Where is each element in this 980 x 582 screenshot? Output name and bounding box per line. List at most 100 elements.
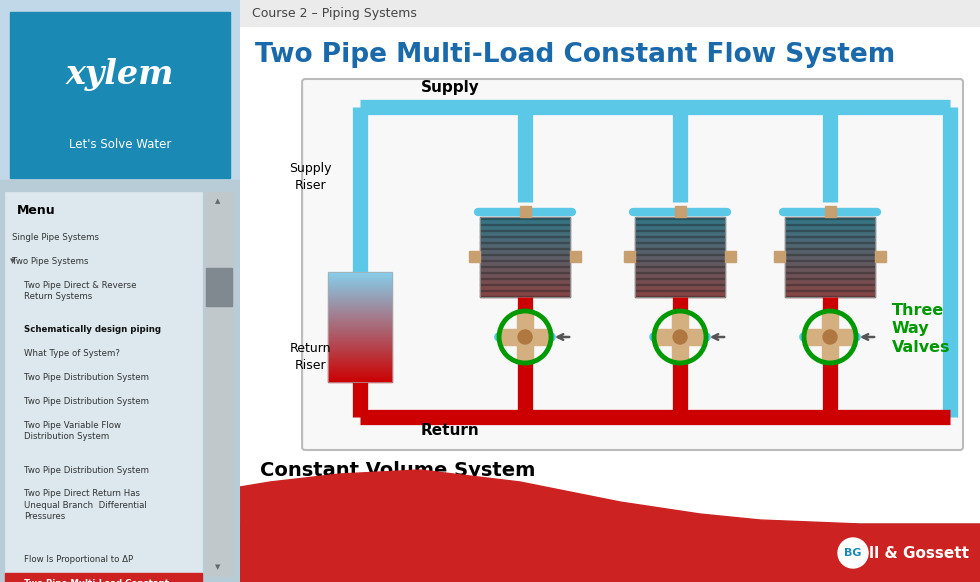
Bar: [785, 267, 875, 268]
Bar: [480, 217, 570, 297]
Bar: [328, 296, 392, 298]
Bar: [480, 221, 570, 222]
Bar: [635, 275, 725, 276]
Bar: [624, 251, 635, 262]
Bar: [328, 324, 392, 325]
Bar: [480, 218, 570, 219]
Bar: [480, 260, 570, 261]
Text: Two Pipe Systems: Two Pipe Systems: [12, 257, 88, 265]
Bar: [635, 228, 725, 229]
Bar: [5, 192, 202, 576]
Bar: [635, 255, 725, 256]
Bar: [10, 12, 230, 178]
Bar: [328, 328, 392, 329]
Text: Three
Way
Valves: Three Way Valves: [892, 303, 951, 355]
Bar: [328, 349, 392, 350]
Text: Two Pipe Variable Flow
Distribution System: Two Pipe Variable Flow Distribution Syst…: [24, 421, 121, 441]
Bar: [328, 325, 392, 326]
Bar: [635, 269, 725, 270]
Bar: [328, 352, 392, 353]
Text: What Type of System?: What Type of System?: [24, 349, 120, 358]
Text: Flow Is Proportional to ΔP: Flow Is Proportional to ΔP: [24, 555, 133, 564]
Bar: [785, 228, 875, 229]
Bar: [785, 247, 875, 249]
Bar: [785, 278, 875, 279]
Bar: [328, 336, 392, 338]
Bar: [785, 239, 875, 240]
Bar: [480, 296, 570, 297]
Bar: [635, 241, 725, 242]
Bar: [635, 230, 725, 231]
Text: Single Pipe Systems: Single Pipe Systems: [12, 233, 99, 242]
Bar: [328, 331, 392, 332]
Bar: [635, 238, 725, 239]
Bar: [480, 261, 570, 262]
Bar: [785, 278, 875, 279]
Bar: [785, 275, 875, 276]
Bar: [480, 231, 570, 232]
Bar: [328, 371, 392, 373]
Bar: [328, 303, 392, 304]
Bar: [785, 238, 875, 239]
Bar: [328, 279, 392, 280]
Bar: [480, 260, 570, 261]
Bar: [635, 277, 725, 278]
Bar: [635, 256, 725, 257]
Bar: [328, 286, 392, 287]
Bar: [328, 364, 392, 366]
Bar: [480, 283, 570, 285]
Bar: [635, 258, 725, 259]
Bar: [480, 289, 570, 291]
Bar: [785, 258, 875, 259]
Bar: [635, 273, 725, 274]
Bar: [635, 233, 725, 234]
Bar: [328, 360, 392, 362]
Bar: [635, 232, 725, 233]
Bar: [635, 226, 725, 227]
Bar: [785, 218, 875, 219]
Bar: [635, 296, 725, 297]
Text: Bell & Gossett: Bell & Gossett: [847, 545, 969, 560]
Bar: [328, 342, 392, 344]
Bar: [785, 229, 875, 231]
Bar: [635, 264, 725, 265]
Bar: [785, 246, 875, 247]
Bar: [480, 251, 570, 252]
Bar: [635, 220, 725, 221]
Bar: [785, 282, 875, 283]
Bar: [785, 295, 875, 296]
Bar: [480, 265, 570, 266]
Bar: [785, 281, 875, 282]
Bar: [328, 368, 392, 370]
Text: Return: Return: [420, 423, 479, 438]
Bar: [328, 296, 392, 297]
Bar: [785, 227, 875, 228]
Bar: [207, 268, 231, 306]
Bar: [635, 249, 725, 250]
Bar: [635, 284, 725, 285]
Bar: [635, 252, 725, 253]
Bar: [635, 254, 725, 255]
Bar: [328, 339, 392, 340]
Bar: [635, 279, 725, 280]
Bar: [785, 271, 875, 273]
Bar: [328, 360, 392, 361]
Bar: [785, 223, 875, 225]
Bar: [480, 254, 570, 255]
Bar: [328, 314, 392, 315]
Bar: [785, 260, 875, 261]
Bar: [480, 257, 570, 258]
Bar: [785, 293, 875, 294]
Text: ▲: ▲: [216, 198, 220, 204]
Bar: [785, 290, 875, 291]
Bar: [635, 251, 725, 252]
Bar: [328, 332, 392, 334]
Bar: [480, 280, 570, 281]
Bar: [328, 356, 392, 357]
Bar: [480, 281, 570, 282]
Bar: [328, 367, 392, 369]
Bar: [328, 338, 392, 339]
Bar: [785, 257, 875, 258]
Bar: [328, 282, 392, 283]
Bar: [635, 289, 725, 291]
